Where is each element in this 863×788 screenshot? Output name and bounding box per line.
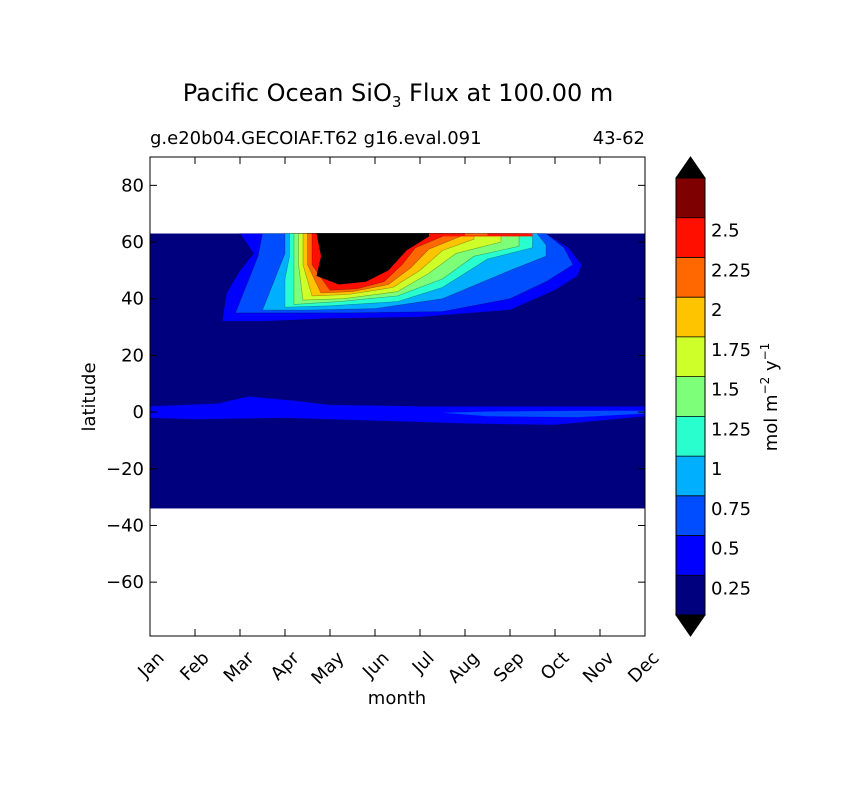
- colorbar-segment-0.5: [676, 495, 705, 536]
- colorbar-extend-bottom: [675, 614, 706, 637]
- x-tick-label-mar: Mar: [220, 647, 259, 686]
- colorbar-segment-2.25: [676, 217, 705, 258]
- colorbar-segment-0: [676, 575, 705, 615]
- y-tick-label-60: 60: [121, 232, 144, 253]
- subtitle-right: 43-62: [593, 128, 645, 149]
- colorbar-segment-1: [676, 416, 705, 457]
- colorbar-label: mol m−2 y−1: [758, 343, 782, 452]
- colorbar-tick-label-2.5: 2.5: [711, 221, 740, 242]
- colorbar-frame: [675, 177, 706, 616]
- contour-equatorial-band: [150, 396, 645, 425]
- colorbar: 0.25 0.5 0.75 1 1.25 1.5 1.75 2 2.25 2.5: [675, 156, 751, 637]
- colorbar-tick-label-1.25: 1.25: [711, 419, 751, 440]
- contour-equatorial-inner: [442, 410, 645, 418]
- colorbar-segment-1.5: [676, 336, 705, 377]
- x-tick-label-apr: Apr: [267, 647, 304, 684]
- y-tick-label-40: 40: [121, 289, 144, 310]
- x-tick-label-feb: Feb: [176, 648, 213, 685]
- contour-bloom-peak: [316, 233, 465, 285]
- colorbar-segment-1.25: [676, 376, 705, 417]
- colorbar-segment-0.25: [676, 535, 705, 576]
- colorbar-tick-label-1: 1: [711, 459, 722, 480]
- x-tick-label-dec: Dec: [624, 648, 663, 687]
- x-tick-label-jan: Jan: [133, 648, 168, 683]
- y-tick-label--60: −60: [106, 572, 144, 593]
- x-axis-label: month: [368, 688, 426, 709]
- colorbar-segment-1.75: [676, 297, 705, 337]
- x-tick-label-sep: Sep: [490, 648, 529, 687]
- colorbar-tick-label-1.5: 1.5: [711, 380, 740, 401]
- colorbar-tick-label-2: 2: [711, 300, 722, 321]
- contour-north-edge-strip-inner: [465, 233, 488, 236]
- y-tick-label-80: 80: [121, 175, 144, 196]
- x-tick-label-nov: Nov: [579, 647, 619, 687]
- x-tick-label-oct: Oct: [537, 648, 574, 685]
- title-subscript: 3: [392, 93, 402, 111]
- chart-title: Pacific Ocean SiO3 Flux at 100.00 m: [183, 79, 614, 111]
- colorbar-segment-0.75: [676, 456, 705, 496]
- y-tick-label--40: −40: [106, 515, 144, 536]
- colorbar-tick-label-0.75: 0.75: [711, 499, 751, 520]
- y-tick-label--20: −20: [106, 459, 144, 480]
- x-tick-label-may: May: [307, 647, 348, 688]
- colorbar-tick-label-1.75: 1.75: [711, 340, 751, 361]
- x-tick-label-aug: Aug: [444, 648, 484, 688]
- colorbar-tick-label-2.25: 2.25: [711, 260, 751, 281]
- subtitle-left: g.e20b04.GECOIAF.T62 g16.eval.091: [150, 128, 482, 149]
- x-tick-label-jul: Jul: [408, 648, 439, 679]
- plot-frame: [149, 156, 646, 637]
- y-tick-label-20: 20: [121, 345, 144, 366]
- x-tick-label-jun: Jun: [358, 648, 393, 683]
- colorbar-segment-2.5: [676, 178, 705, 218]
- colorbar-segment-2: [676, 257, 705, 298]
- contour-field: [150, 233, 645, 509]
- y-axis-label: latitude: [79, 362, 100, 431]
- colorbar-tick-label-0.5: 0.5: [711, 539, 740, 560]
- colorbar-extend-top: [675, 156, 706, 179]
- y-tick-label-0: 0: [133, 402, 144, 423]
- y-axis: −60 −40 −20 0 20 40 60 80: [106, 175, 645, 593]
- colorbar-tick-label-0.25: 0.25: [711, 578, 751, 599]
